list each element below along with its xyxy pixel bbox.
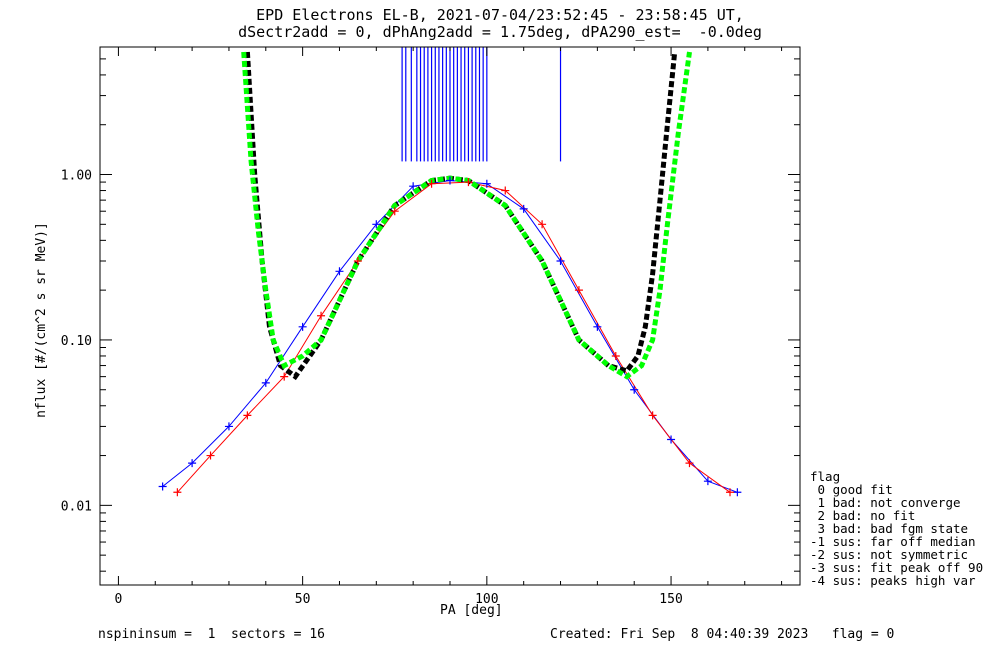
data-point [173, 488, 182, 497]
data-point [188, 459, 197, 468]
flag-legend-item: -4 sus: peaks high var [810, 573, 976, 588]
data-point [574, 286, 583, 295]
data-point [667, 435, 676, 444]
data-point [317, 311, 326, 320]
data-point [372, 220, 381, 229]
footer-right: Created: Fri Sep 8 04:40:39 2023 flag = … [550, 627, 895, 642]
data-point [648, 411, 657, 420]
data-point [556, 257, 565, 266]
data-point [464, 178, 473, 187]
y-tick-label: 0.10 [61, 334, 92, 349]
data-point [409, 182, 418, 191]
flag-legend-item: 2 bad: no fit [810, 508, 916, 523]
x-tick-label: 150 [659, 592, 682, 607]
data-point [243, 411, 252, 420]
y-axis-label: nflux [#/(cm^2 s sr MeV)] [34, 222, 49, 418]
chart-subtitle: dSectr2add = 0, dPhAng2add = 1.75deg, dP… [238, 23, 762, 41]
data-point [501, 186, 510, 195]
data-point [446, 176, 454, 185]
flag-legend-item: -2 sus: not symmetric [810, 547, 969, 562]
data-point [427, 179, 436, 188]
data-point [335, 267, 344, 276]
x-tick-label: 50 [295, 592, 311, 607]
data-point [703, 477, 712, 486]
data-point [158, 482, 167, 491]
x-tick-label: 100 [475, 592, 498, 607]
series-line [177, 181, 731, 493]
x-axis-label: PA [deg] [440, 603, 503, 618]
x-tick-label: 0 [115, 592, 123, 607]
data-point [611, 351, 620, 360]
fit-curve [241, 51, 692, 380]
data-point [519, 204, 528, 213]
data-point [685, 459, 694, 468]
flag-legend-item: 0 good fit [810, 482, 893, 497]
series-line [162, 179, 738, 493]
data-point [726, 488, 734, 497]
data-point [538, 220, 547, 229]
flag-legend-item: 1 bad: not converge [810, 495, 961, 510]
footer-left: nspininsum = 1 sectors = 16 [98, 627, 325, 642]
data-point [261, 378, 270, 387]
data-point [206, 451, 215, 460]
flag-legend-item: -3 sus: fit peak off 90 [810, 560, 984, 575]
chart-title: EPD Electrons EL-B, 2021-07-04/23:52:45 … [256, 6, 744, 24]
flag-legend-title: flag [810, 469, 841, 484]
data-point [390, 207, 399, 216]
flag-legend-item: -1 sus: far off median [810, 534, 976, 549]
data-point [280, 372, 289, 381]
data-point [733, 488, 742, 497]
data-point [298, 322, 307, 331]
data-point [482, 179, 491, 188]
flag-legend: flag 0 good fit 1 bad: not converge 2 ba… [810, 470, 983, 587]
data-point [224, 422, 233, 431]
data-point [630, 385, 639, 394]
flag-legend-item: 3 bad: bad fgm state [810, 521, 969, 536]
data-point [593, 322, 602, 331]
y-tick-label: 0.01 [61, 499, 92, 514]
data-point [353, 257, 362, 266]
y-tick-label: 1.00 [61, 169, 92, 184]
